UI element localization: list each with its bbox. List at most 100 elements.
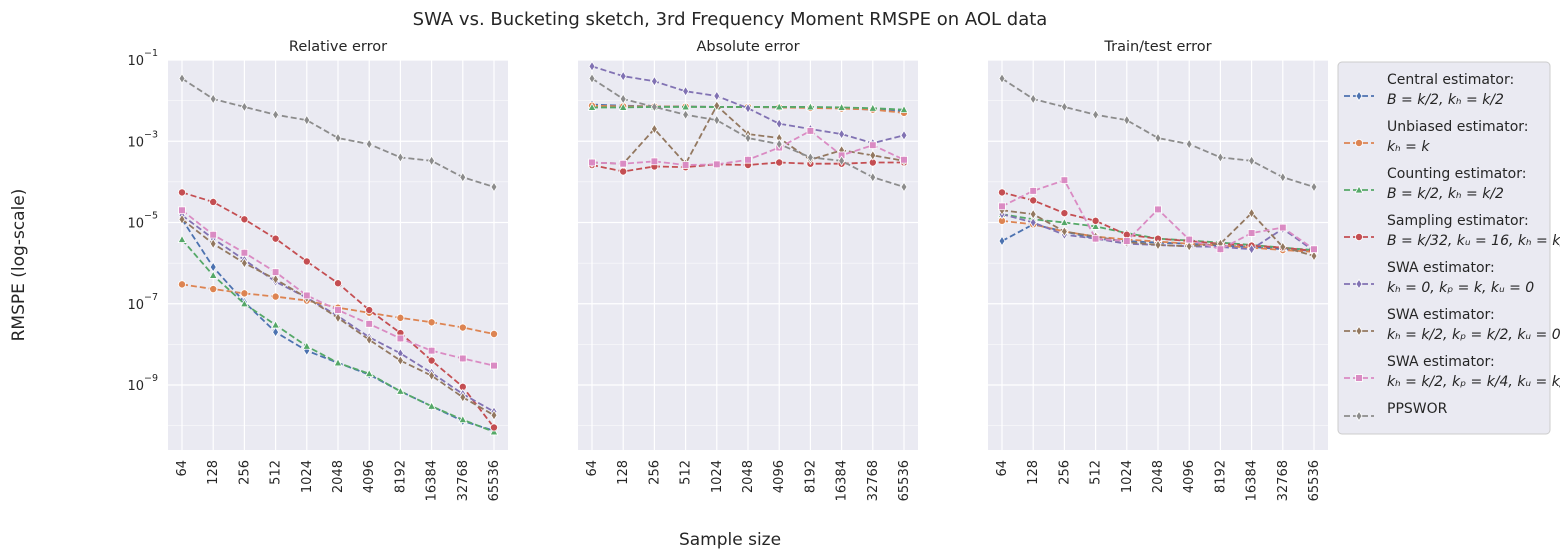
data-point [490, 361, 498, 370]
data-point [177, 234, 187, 243]
data-point [1247, 229, 1256, 237]
data-point [1310, 181, 1318, 193]
legend-formula: B = k/32, kᵤ = 16, kₕ = k/2 [1387, 233, 1560, 249]
x-tick-label: 16384 [835, 460, 850, 501]
data-point [396, 313, 405, 322]
legend-entry: SWA estimator: kₕ = k/2, kₚ = k/4, kᵤ = k… [1344, 354, 1560, 390]
data-point [334, 306, 342, 314]
x-tick-label: 512 [1089, 460, 1104, 485]
panel-title: Train/test error [1103, 39, 1211, 55]
data-point [806, 127, 815, 135]
data-point [1279, 241, 1287, 253]
x-tick-label: 64 [175, 460, 190, 477]
legend-label: Central estimator: [1387, 72, 1514, 88]
data-point [899, 104, 909, 114]
data-point [650, 123, 658, 135]
data-point [998, 202, 1006, 211]
data-point [1154, 239, 1162, 251]
data-point [365, 138, 373, 150]
data-point [900, 155, 908, 164]
legend-marker [1355, 278, 1363, 290]
data-point [209, 93, 217, 105]
series-sampling-estimator [177, 188, 498, 432]
series-swa-estimator-2 [998, 204, 1318, 262]
data-point [303, 114, 311, 126]
data-point [1248, 207, 1256, 219]
series-line [1001, 213, 1315, 252]
data-point [1091, 221, 1101, 230]
data-point [744, 132, 752, 144]
data-point [209, 238, 217, 250]
data-point [619, 70, 627, 82]
data-point [619, 93, 627, 105]
series-group [997, 73, 1319, 262]
x-ticks: 64 128 256 512 1024 2048 4096 8192 16384 32768 655… [995, 460, 1322, 501]
series-ppswor [998, 73, 1318, 193]
data-point [490, 409, 498, 421]
panel-train-test-error: 64 128 256 512 1024 2048 4096 8192 16384 32768 655… [988, 39, 1328, 501]
series-counting-estimator [177, 234, 499, 436]
data-point [1029, 93, 1037, 105]
panel-relative-error: 10−110−310−510−710−9 64 128 256 512 1024 2048… [127, 39, 508, 501]
legend-marker [1355, 325, 1363, 337]
data-point [271, 292, 280, 301]
data-point [774, 102, 784, 111]
data-point [1248, 243, 1256, 255]
data-point [240, 215, 249, 224]
data-point [1185, 240, 1193, 252]
data-point [805, 102, 815, 111]
data-point [302, 257, 311, 266]
legend-marker [1355, 232, 1364, 241]
x-tick-label: 32768 [1276, 460, 1291, 501]
grid [578, 59, 918, 450]
x-tick-label: 2048 [741, 460, 756, 493]
legend-label: Unbiased estimator: [1387, 119, 1529, 135]
legend-label: SWA estimator: [1387, 354, 1495, 370]
data-point [1216, 152, 1224, 163]
x-tick-label: 128 [206, 460, 221, 485]
data-point [1216, 245, 1225, 254]
data-point [837, 102, 847, 111]
legend-entry: SWA estimator: kₕ = k/2, kₚ = k/2, kᵤ = 0 [1344, 307, 1560, 343]
data-point [1091, 234, 1100, 243]
y-axis-label: RMSPE (log-scale) [9, 189, 29, 342]
data-point [682, 85, 690, 97]
data-point [650, 101, 658, 113]
data-point [1060, 209, 1069, 218]
x-tick-label: 4096 [362, 460, 377, 493]
legend-marker [1354, 185, 1364, 194]
data-point [427, 318, 436, 327]
y-tick-label: 10 [127, 54, 144, 69]
data-point [1029, 208, 1037, 220]
data-point [459, 171, 467, 183]
series-line [591, 77, 905, 188]
legend-label: SWA estimator: [1387, 307, 1495, 323]
legend-formula: kₕ = 0, kₚ = k, kᵤ = 0 [1387, 280, 1534, 296]
series-ppswor [178, 73, 498, 193]
data-point [1060, 176, 1069, 184]
x-ticks: 64 128 256 512 1024 2048 4096 8192 16384 32768 655… [175, 460, 502, 501]
data-point [869, 150, 877, 161]
data-point [1123, 114, 1131, 126]
x-tick-label: 512 [269, 460, 284, 485]
legend-label: Counting estimator: [1387, 166, 1526, 182]
data-point [272, 326, 280, 338]
x-tick-label: 16384 [1245, 460, 1260, 501]
data-point [395, 386, 405, 395]
data-point [744, 155, 752, 164]
figure-title: SWA vs. Bucketing sketch, 3rd Frequency … [413, 9, 1048, 30]
y-tick-exponent: −9 [144, 373, 158, 384]
x-tick-label: 16384 [425, 460, 440, 501]
data-point [869, 171, 877, 183]
data-point [458, 323, 467, 332]
x-tick-label: 32768 [456, 460, 471, 501]
data-point [178, 213, 186, 225]
series-group [177, 73, 499, 437]
y-tick-label: 10 [127, 298, 144, 313]
data-point [334, 132, 342, 144]
data-point [271, 234, 280, 243]
x-tick-label: 256 [237, 460, 252, 485]
data-point [459, 391, 467, 403]
data-point [1123, 237, 1131, 245]
data-point [272, 109, 280, 121]
